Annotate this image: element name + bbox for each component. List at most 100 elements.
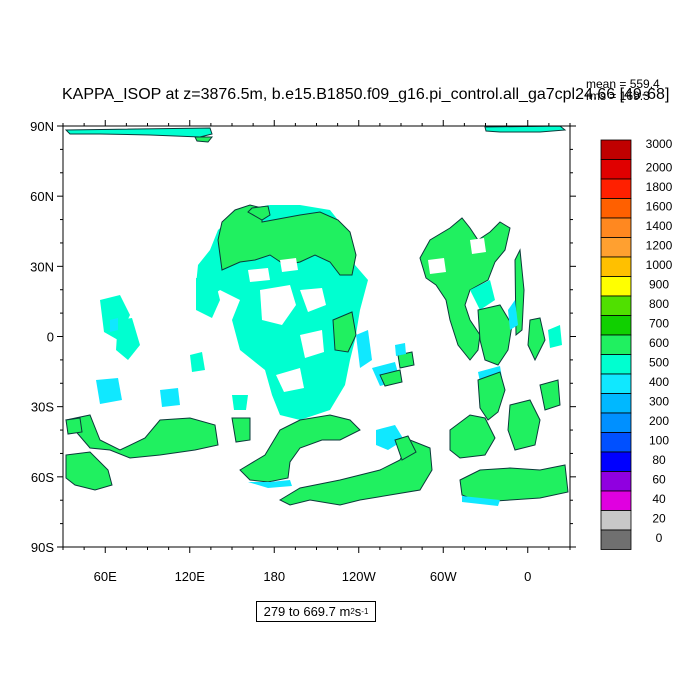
pacific-hole-3	[248, 268, 270, 282]
y-tick-label: 30N	[30, 259, 54, 274]
west-green-bit	[65, 417, 83, 435]
x-tick-label: 180	[263, 569, 285, 584]
colorbar-label: 1200	[646, 239, 673, 253]
colorbar-label: 60	[652, 473, 666, 487]
colorbar: 3000200018001600140012001000900800700600…	[600, 137, 673, 550]
colorbar-label: 0	[656, 531, 663, 545]
south-atlantic-band	[459, 464, 569, 503]
colorbar-label: 500	[649, 356, 669, 370]
colorbar-box	[600, 373, 632, 394]
x-tick-label: 120W	[342, 569, 377, 584]
south-pacific-east	[278, 439, 433, 506]
colorbar-label: 1800	[646, 180, 673, 194]
colorbar-box	[600, 412, 632, 433]
colorbar-box	[600, 529, 632, 550]
indian-cyan-rim-1	[96, 378, 122, 404]
mean-stat: mean = 559.4	[586, 77, 660, 91]
east-atlantic-cyan	[508, 300, 518, 330]
colorbar-label: 1400	[646, 219, 673, 233]
north-atlantic-hole	[428, 258, 446, 274]
x-tick-label: 120E	[175, 569, 206, 584]
colorbar-box	[600, 276, 632, 297]
west-cyan-bit	[110, 318, 118, 332]
colorbar-box	[600, 490, 632, 511]
colorbar-label: 900	[649, 278, 669, 292]
east-atlantic-ribbon-2	[527, 317, 546, 362]
colorbar-box	[600, 295, 632, 316]
southeast-atlantic	[507, 399, 541, 451]
west-cyan-bit-2	[395, 343, 406, 356]
north-atlantic-aqua	[470, 280, 495, 310]
tick-labels: 90N 60N 30N 0 30S 60S 90S 60E 120E 180 120W 60W 0	[30, 119, 531, 584]
south-atlantic-cyan-rim	[462, 496, 500, 506]
colorbar-label: 1000	[646, 258, 673, 272]
colorbar-box	[600, 139, 632, 160]
colorbar-label: 300	[649, 395, 669, 409]
central-america-green	[379, 369, 403, 387]
colorbar-label: 20	[652, 512, 666, 526]
south-pacific-band	[239, 414, 361, 483]
colorbar-label: 3000	[646, 137, 673, 151]
south-indian-band	[65, 414, 219, 459]
pacific-hole-1	[260, 285, 296, 325]
x-tick-label: 60W	[430, 569, 457, 584]
chart-title: KAPPA_ISOP at z=3876.5m, b.e15.B1850.f09…	[62, 86, 670, 103]
colorbar-label: 1600	[646, 200, 673, 214]
colorbar-box	[600, 334, 632, 355]
y-tick-label: 0	[47, 330, 54, 345]
colorbar-label: 700	[649, 317, 669, 331]
colorbar-label: 200	[649, 414, 669, 428]
west-aqua-bit	[190, 352, 205, 372]
caribbean-green	[397, 351, 415, 369]
colorbar-box	[600, 178, 632, 199]
south-indian-band-2	[65, 451, 113, 491]
east-atlantic-aqua	[548, 325, 562, 348]
pacific-hole-2	[300, 288, 326, 312]
south-atlantic	[477, 371, 506, 421]
y-tick-label: 60N	[30, 189, 54, 204]
colorbar-box	[600, 159, 632, 180]
north-atlantic-hole-2	[470, 238, 486, 254]
colorbar-label: 400	[649, 375, 669, 389]
north-atlantic	[419, 217, 511, 361]
east-pacific-patch	[332, 311, 357, 353]
colorbar-box	[600, 471, 632, 492]
south-pacific-cyan-rim	[248, 480, 292, 488]
drake-green	[394, 435, 417, 461]
colorbar-box	[600, 393, 632, 414]
north-pacific-band	[217, 204, 357, 276]
colorbar-box	[600, 198, 632, 219]
x-tick-label: 0	[524, 569, 531, 584]
south-indian-patch	[231, 417, 251, 443]
southeast-atlantic-2	[539, 379, 561, 411]
indian-cyan-rim-2	[160, 388, 180, 407]
atlantic-middle	[477, 304, 513, 366]
colorbar-label: 2000	[646, 161, 673, 175]
colorbar-box	[600, 217, 632, 238]
colorbar-label: 80	[652, 453, 666, 467]
colorbar-box	[600, 510, 632, 531]
arctic-blob	[194, 136, 214, 143]
colorbar-label: 800	[649, 297, 669, 311]
tick-marks	[57, 120, 576, 553]
y-tick-label: 60S	[31, 470, 54, 485]
indian-aqua-patch	[232, 395, 248, 410]
equatorial-fringe	[356, 330, 372, 368]
indian-ocean-east	[196, 276, 220, 318]
x-tick-label: 60E	[94, 569, 117, 584]
arctic-strip-pacific	[64, 127, 213, 138]
arctic-strip-atlantic	[484, 125, 567, 133]
y-tick-label: 90S	[31, 540, 54, 555]
indian-ocean-west	[116, 318, 140, 360]
colorbar-box	[600, 256, 632, 277]
north-pacific-cap	[247, 205, 271, 221]
colorbar-label: 100	[649, 434, 669, 448]
y-tick-label: 90N	[30, 119, 54, 134]
southwest-atlantic	[449, 414, 496, 459]
colorbar-label: 600	[649, 336, 669, 350]
pacific-hole-5	[280, 258, 298, 272]
pacific-hole-4	[300, 330, 324, 358]
colorbar-box	[600, 315, 632, 336]
